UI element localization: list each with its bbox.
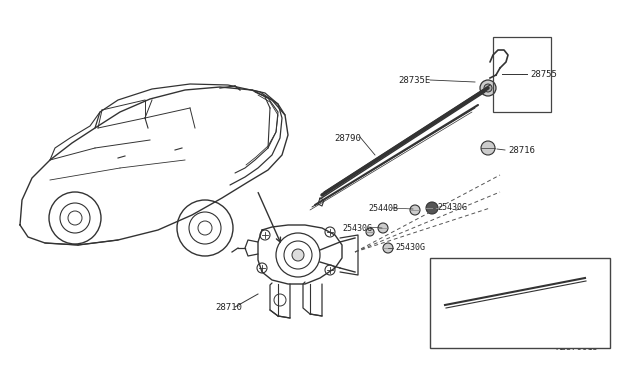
Circle shape bbox=[292, 249, 304, 261]
Circle shape bbox=[484, 84, 492, 92]
Bar bbox=[493, 37, 551, 112]
Text: 28755: 28755 bbox=[530, 70, 557, 78]
Text: 28735E: 28735E bbox=[398, 76, 430, 84]
Bar bbox=[430, 258, 610, 348]
Circle shape bbox=[378, 223, 388, 233]
Text: R287001J: R287001J bbox=[555, 343, 598, 353]
Circle shape bbox=[481, 141, 495, 155]
Text: 25430G: 25430G bbox=[342, 224, 372, 232]
Text: 28710: 28710 bbox=[215, 304, 242, 312]
Circle shape bbox=[366, 228, 374, 236]
Circle shape bbox=[410, 205, 420, 215]
Text: 28790: 28790 bbox=[334, 134, 361, 142]
Text: (BLADE REFILL): (BLADE REFILL) bbox=[453, 321, 528, 330]
Circle shape bbox=[383, 243, 393, 253]
Text: 25440B: 25440B bbox=[368, 203, 398, 212]
Text: 28716: 28716 bbox=[508, 145, 535, 154]
Circle shape bbox=[480, 80, 496, 96]
Circle shape bbox=[426, 202, 438, 214]
Text: 25430G: 25430G bbox=[437, 202, 467, 212]
Text: 25430G: 25430G bbox=[395, 243, 425, 251]
Text: 28795M: 28795M bbox=[468, 282, 500, 292]
